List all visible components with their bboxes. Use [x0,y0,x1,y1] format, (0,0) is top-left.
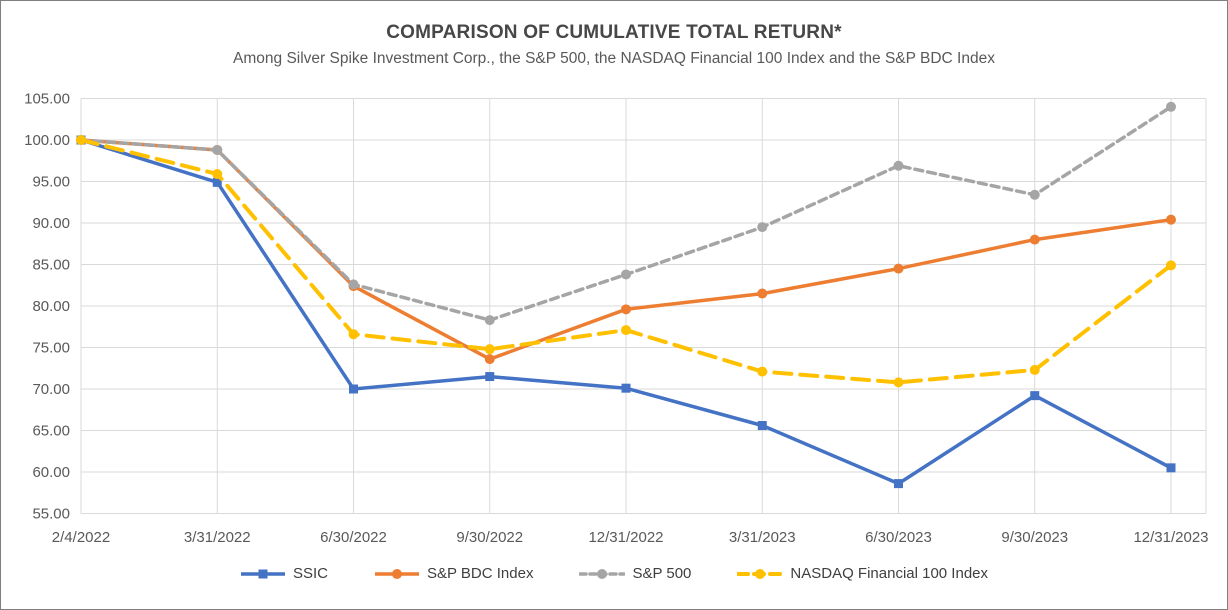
x-tick-label: 3/31/2022 [184,529,251,546]
data-point-marker [757,366,768,377]
y-tick-label: 70.00 [32,381,70,398]
data-point-marker [893,377,904,388]
data-point-marker [893,263,904,274]
data-point-marker [621,269,631,280]
data-point-marker [621,304,631,315]
x-tick-label: 12/31/2023 [1133,529,1208,546]
data-point-marker [1166,214,1176,225]
data-point-marker [1030,391,1040,401]
x-tick-label: 9/30/2022 [456,529,523,546]
x-tick-label: 12/31/2022 [588,529,663,546]
data-point-marker [1029,234,1040,245]
data-point-marker [894,479,903,489]
y-tick-label: 80.00 [32,298,70,315]
data-point-marker [1029,364,1040,375]
data-point-marker [1029,189,1040,200]
legend-label: NASDAQ Financial 100 Index [790,565,989,582]
data-point-marker [485,372,495,382]
y-tick-label: 90.00 [32,215,70,232]
legend-label: S&P 500 [632,565,692,582]
data-point-marker [621,383,631,393]
legend-item-s-p-bdc-index: S&P BDC Index [374,565,533,582]
data-point-marker [484,315,495,326]
data-point-marker [757,421,767,431]
y-tick-label: 85.00 [32,257,70,274]
data-point-marker [484,354,495,365]
data-point-marker [212,169,223,180]
y-tick-label: 65.00 [32,423,70,440]
y-tick-label: 75.00 [32,340,70,357]
legend-item-s-p-500: S&P 500 [579,565,691,582]
x-tick-label: 2/4/2022 [52,529,110,546]
legend-item-ssic: SSIC [240,565,328,582]
legend-item-nasdaq-financial-100-index: NASDAQ Financial 100 Index [737,565,988,582]
chart-legend: SSIC S&P BDC Index S&P 500 NASDAQ Financial… [1,565,1227,582]
y-tick-label: 55.00 [32,506,70,523]
data-point-marker [484,344,495,355]
legend-swatch-dashed-line-icon [737,568,784,579]
y-tick-label: 95.00 [32,174,70,191]
chart-title: COMPARISON OF CUMULATIVE TOTAL RETURN* [386,22,842,43]
data-point-marker [212,177,222,187]
y-tick-label: 60.00 [32,464,70,481]
data-point-marker [893,160,904,171]
data-point-marker [757,222,768,233]
legend-label: SSIC [292,565,328,582]
data-point-marker [1166,463,1176,473]
data-point-marker [1166,260,1176,271]
y-tick-label: 105.00 [24,91,70,108]
data-point-marker [757,288,768,299]
data-point-marker [349,384,358,394]
legend-swatch-solid-line-icon [375,568,419,579]
data-point-marker [76,135,86,145]
legend-label: S&P BDC Index [427,565,534,582]
x-tick-label: 9/30/2023 [1001,529,1068,546]
x-tick-label: 3/31/2023 [729,529,796,546]
data-point-marker [348,279,359,290]
data-point-marker [621,325,631,336]
data-point-marker [1166,101,1176,112]
x-tick-label: 6/30/2023 [865,529,932,546]
line-chart-plot-area: 55.00 60.00 65.00 70.00 75.00 80.00 85.00 90.00… [24,91,1208,547]
x-tick-label: 6/30/2022 [320,529,387,546]
legend-swatch-solid-line-icon [240,569,285,578]
y-tick-label: 100.00 [24,132,70,149]
chart-subtitle: Among Silver Spike Investment Corp., the… [233,50,995,67]
data-point-marker [212,144,223,155]
legend-swatch-dashed-line-icon [579,568,626,579]
data-point-marker [348,329,359,340]
